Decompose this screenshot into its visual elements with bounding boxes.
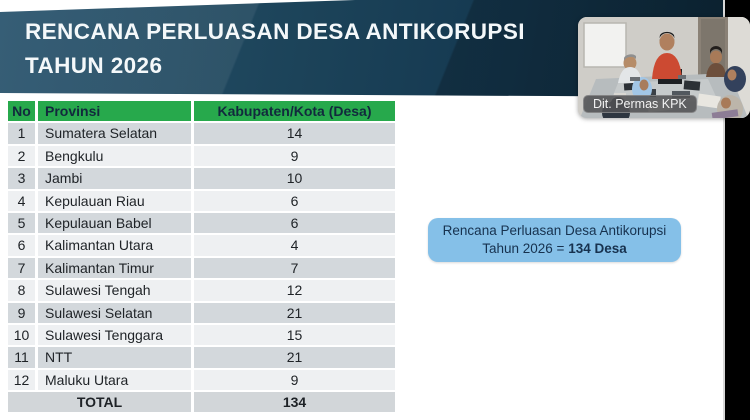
cell-kabupaten: 21 [194,302,395,323]
cell-kabupaten: 12 [194,280,395,301]
cell-provinsi: Kepulauan Riau [38,190,191,211]
table-row: 12 Maluku Utara 9 [8,369,395,391]
cell-no: 1 [8,123,35,144]
column-header-no: No [8,101,35,122]
table-row: 8 Sulawesi Tengah 12 [8,280,395,301]
callout-line2-total: 134 Desa [568,241,627,256]
webcam-video-tile[interactable]: Dit. Permas KPK [578,17,750,118]
cell-kabupaten: 6 [194,190,395,211]
cell-kabupaten: 15 [194,324,395,346]
table-total-row: TOTAL 134 [8,392,395,413]
slide-title-line1: RENCANA PERLUASAN DESA ANTIKORUPSI [25,19,525,44]
cell-no: 6 [8,235,35,256]
cell-provinsi: Kepulauan Babel [38,212,191,234]
callout-line1: Rencana Perluasan Desa Antikorupsi [442,223,667,238]
cell-no: 10 [8,324,35,346]
cell-provinsi: Sumatera Selatan [38,123,191,144]
cell-provinsi: Bengkulu [38,145,191,167]
table-row: 3 Jambi 10 [8,168,395,189]
summary-callout: Rencana Perluasan Desa Antikorupsi Tahun… [428,218,681,262]
table-row: 7 Kalimantan Timur 7 [8,257,395,279]
cell-provinsi: Jambi [38,168,191,189]
total-label: TOTAL [8,392,191,413]
cell-provinsi: Kalimantan Timur [38,257,191,279]
cell-no: 2 [8,145,35,167]
cell-kabupaten: 21 [194,347,395,368]
cell-kabupaten: 6 [194,212,395,234]
cell-no: 7 [8,257,35,279]
cell-provinsi: Kalimantan Utara [38,235,191,256]
table-row: 10 Sulawesi Tenggara 15 [8,324,395,346]
cell-kabupaten: 4 [194,235,395,256]
slide-title-line2: TAHUN 2026 [25,53,163,78]
cell-kabupaten: 7 [194,257,395,279]
column-header-kabupaten: Kabupaten/Kota (Desa) [194,101,395,122]
total-value: 134 [194,392,395,413]
province-table: No Provinsi Kabupaten/Kota (Desa) 1 Suma… [8,101,395,413]
cell-provinsi: Maluku Utara [38,369,191,391]
cell-provinsi: NTT [38,347,191,368]
cell-kabupaten: 9 [194,145,395,167]
table-row: 11 NTT 21 [8,347,395,368]
cell-no: 3 [8,168,35,189]
cell-kabupaten: 14 [194,123,395,144]
column-header-provinsi: Provinsi [38,101,191,122]
table-row: 4 Kepulauan Riau 6 [8,190,395,211]
cell-provinsi: Sulawesi Tengah [38,280,191,301]
callout-line2-prefix: Tahun 2026 = [482,241,569,256]
cell-provinsi: Sulawesi Tenggara [38,324,191,346]
cell-no: 8 [8,280,35,301]
cell-kabupaten: 9 [194,369,395,391]
cell-no: 4 [8,190,35,211]
table-row: 5 Kepulauan Babel 6 [8,212,395,234]
cell-no: 5 [8,212,35,234]
callout-line2: Tahun 2026 = 134 Desa [482,240,627,258]
table-header-row: No Provinsi Kabupaten/Kota (Desa) [8,101,395,122]
participant-name-badge: Dit. Permas KPK [583,95,697,113]
table-row: 2 Bengkulu 9 [8,145,395,167]
table-row: 6 Kalimantan Utara 4 [8,235,395,256]
table-row: 1 Sumatera Selatan 14 [8,123,395,144]
table-row: 9 Sulawesi Selatan 21 [8,302,395,323]
cell-no: 11 [8,347,35,368]
cell-kabupaten: 10 [194,168,395,189]
table-body: 1 Sumatera Selatan 14 2 Bengkulu 9 3 Jam… [8,123,395,391]
cell-no: 12 [8,369,35,391]
cell-no: 9 [8,302,35,323]
cell-provinsi: Sulawesi Selatan [38,302,191,323]
slide-title: RENCANA PERLUASAN DESA ANTIKORUPSI TAHUN… [25,15,525,83]
